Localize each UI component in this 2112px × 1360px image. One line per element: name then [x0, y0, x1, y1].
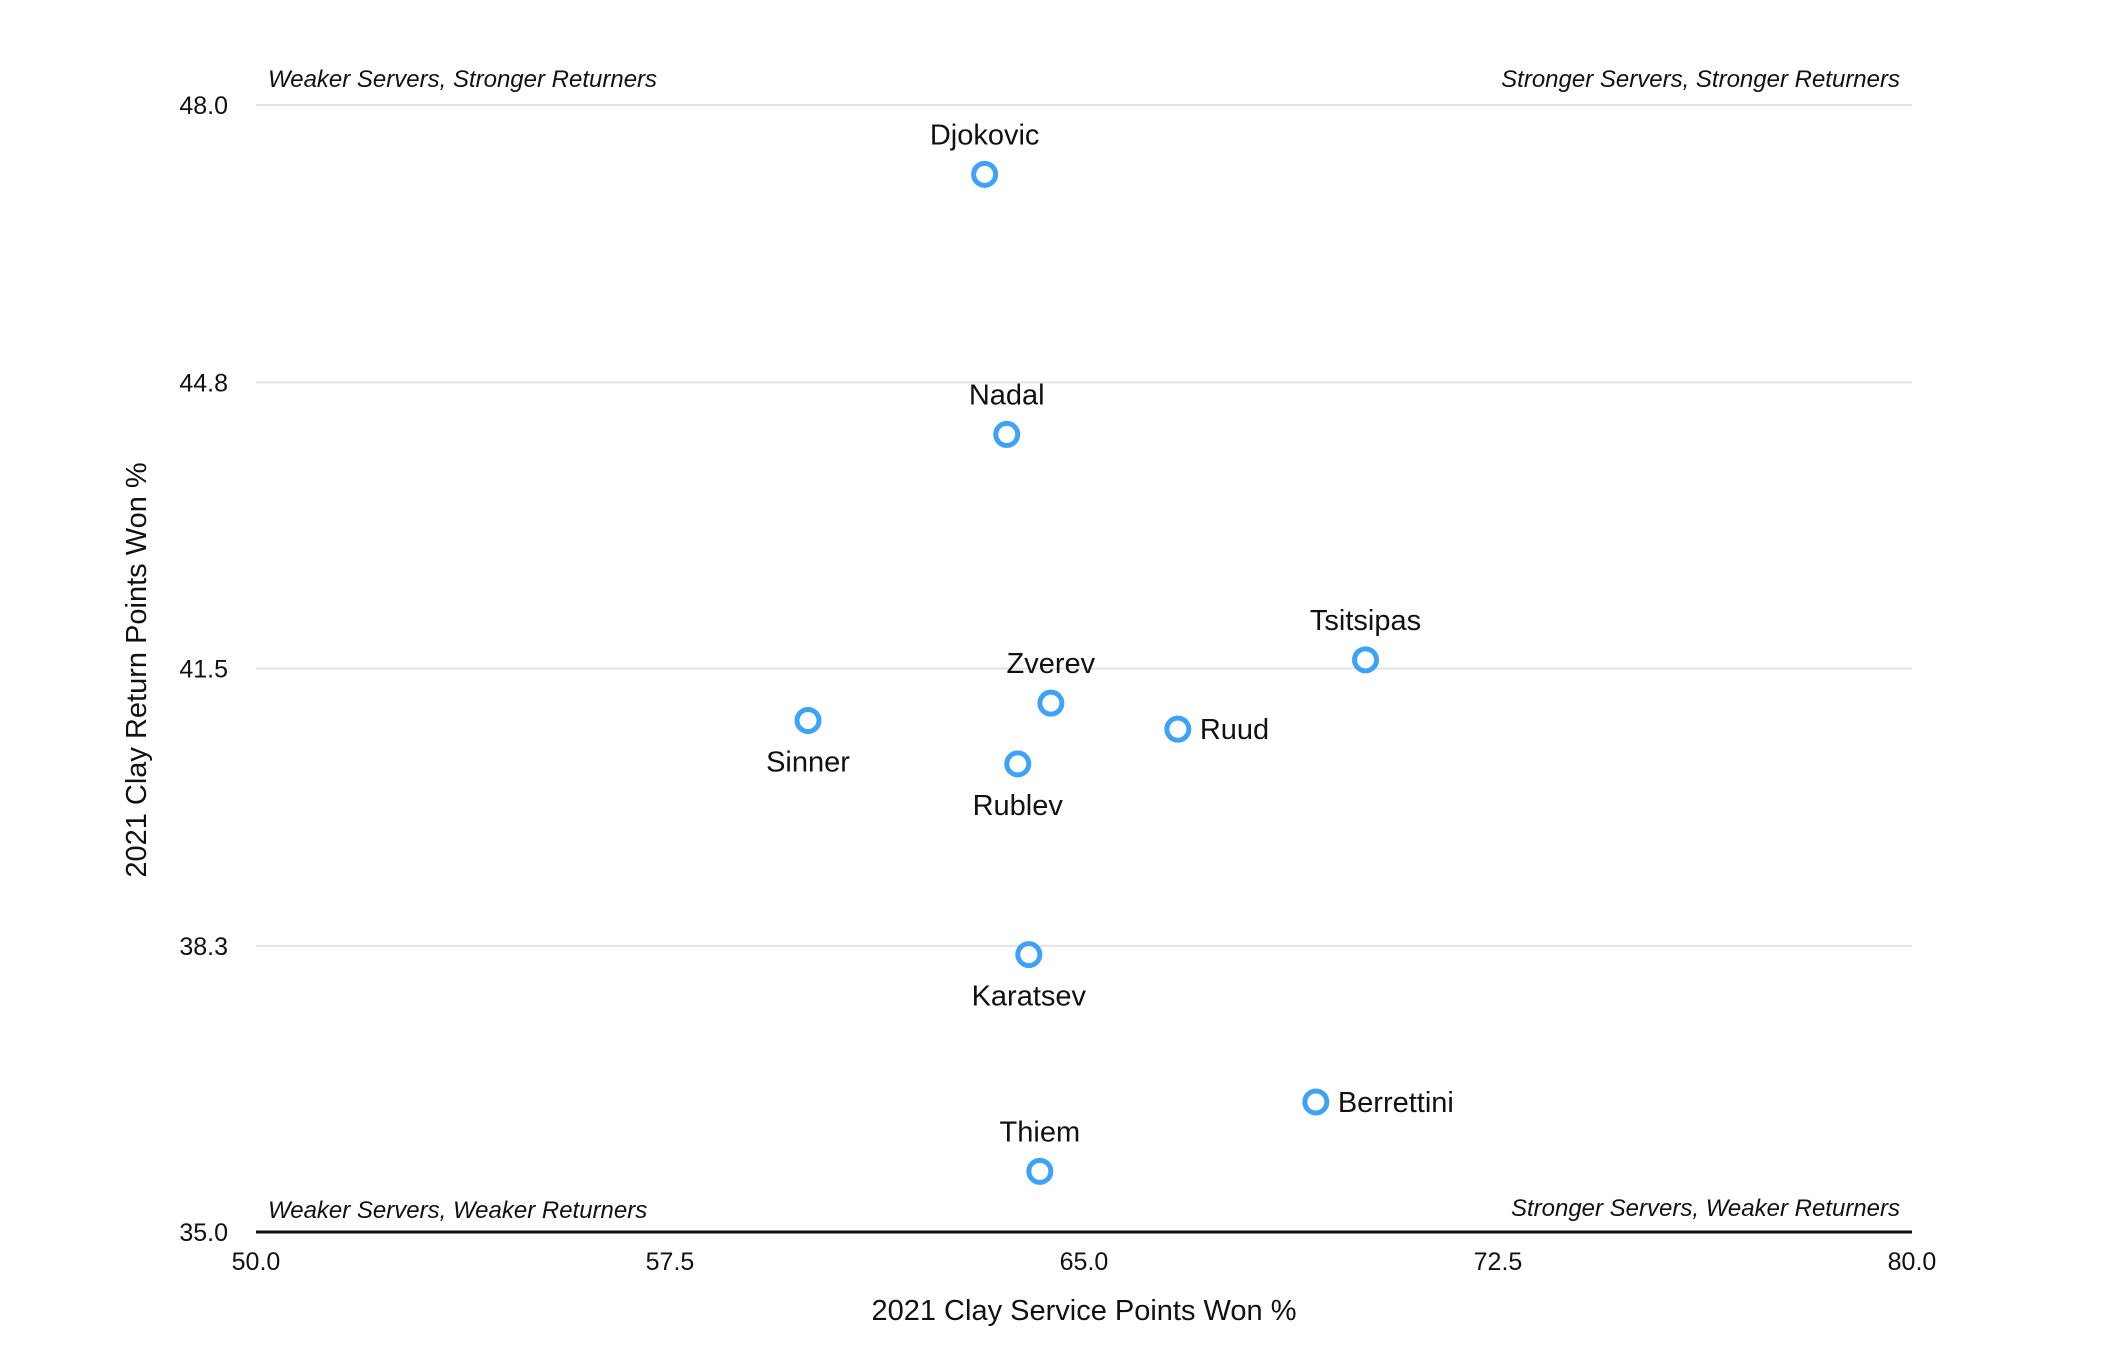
point-marker-thiem: [1026, 1157, 1054, 1185]
point-label-djokovic: Djokovic: [930, 119, 1040, 151]
data-point-thiem: Thiem: [1000, 1116, 1081, 1185]
data-point-nadal: Nadal: [969, 379, 1045, 448]
point-marker-ruud: [1164, 715, 1192, 743]
x-tick-label-65.0: 65.0: [1060, 1248, 1109, 1276]
point-label-nadal: Nadal: [969, 379, 1045, 411]
point-label-berrettini: Berrettini: [1338, 1087, 1454, 1119]
point-label-ruud: Ruud: [1200, 714, 1269, 746]
x-axis-ticks: 50.0 57.5 65.0 72.5 80.0: [232, 1248, 1937, 1276]
data-points: Djokovic Nadal Tsitsipas Zverev Ruud Sinner Ru…: [766, 119, 1454, 1185]
y-tick-label-48.0: 48.0: [179, 92, 228, 120]
data-point-rublev: Rublev: [973, 750, 1064, 822]
quadrant-label-bottom-left: Weaker Servers, Weaker Returners: [268, 1197, 647, 1224]
data-point-sinner: Sinner: [766, 707, 850, 779]
quadrant-label-top-left: Weaker Servers, Stronger Returners: [268, 66, 657, 93]
point-marker-berrettini: [1302, 1088, 1330, 1116]
y-tick-label-44.8: 44.8: [179, 369, 228, 397]
x-tick-label-72.5: 72.5: [1474, 1248, 1523, 1276]
point-marker-zverev: [1037, 689, 1065, 717]
quadrant-label-bottom-right: Stronger Servers, Weaker Returners: [1511, 1195, 1900, 1222]
x-tick-label-50.0: 50.0: [232, 1248, 281, 1276]
y-axis-ticks: 35.0 38.3 41.5 44.8 48.0: [179, 92, 228, 1247]
data-point-berrettini: Berrettini: [1302, 1087, 1454, 1119]
point-marker-rublev: [1004, 750, 1032, 778]
point-label-rublev: Rublev: [973, 790, 1064, 822]
data-point-djokovic: Djokovic: [930, 119, 1040, 188]
point-label-tsitsipas: Tsitsipas: [1310, 605, 1421, 637]
x-axis-title: 2021 Clay Service Points Won %: [871, 1295, 1296, 1327]
point-marker-djokovic: [971, 160, 999, 188]
y-axis-title: 2021 Clay Return Points Won %: [121, 462, 153, 877]
point-marker-sinner: [794, 707, 822, 735]
x-tick-label-80.0: 80.0: [1888, 1248, 1937, 1276]
grid-lines: [256, 104, 1912, 947]
y-tick-label-35.0: 35.0: [179, 1219, 228, 1247]
data-point-zverev: Zverev: [1007, 648, 1096, 717]
x-tick-label-57.5: 57.5: [646, 1248, 695, 1276]
y-tick-label-41.5: 41.5: [179, 656, 228, 684]
data-point-ruud: Ruud: [1164, 714, 1269, 746]
quadrant-label-top-right: Stronger Servers, Stronger Returners: [1501, 66, 1900, 93]
point-label-thiem: Thiem: [1000, 1116, 1081, 1148]
y-tick-label-38.3: 38.3: [179, 933, 228, 961]
point-marker-karatsev: [1015, 941, 1043, 969]
point-label-zverev: Zverev: [1007, 648, 1096, 680]
data-point-tsitsipas: Tsitsipas: [1310, 605, 1421, 674]
data-point-karatsev: Karatsev: [972, 941, 1087, 1013]
point-marker-tsitsipas: [1352, 646, 1380, 674]
point-marker-nadal: [993, 420, 1021, 448]
point-label-sinner: Sinner: [766, 747, 850, 779]
point-label-karatsev: Karatsev: [972, 981, 1087, 1013]
